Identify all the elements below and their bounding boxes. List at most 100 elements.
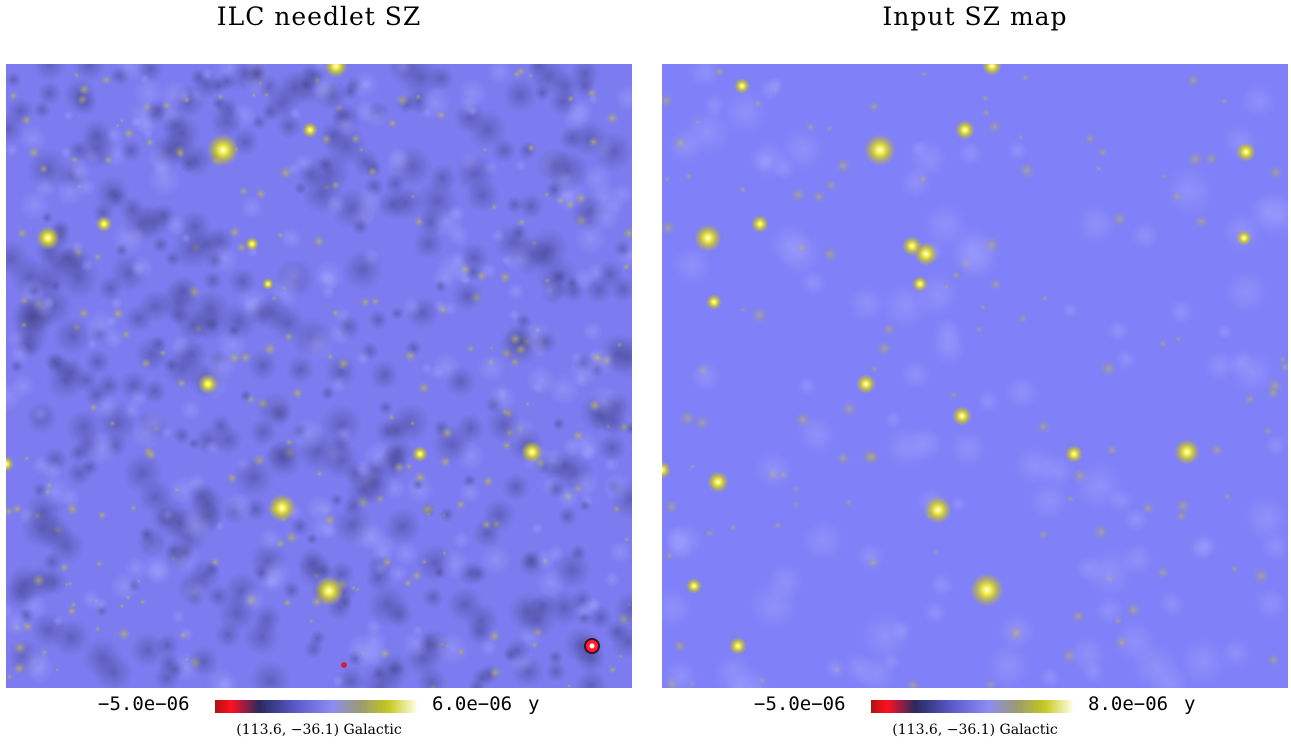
noise-blob: [341, 249, 384, 292]
noise-blob: [568, 357, 598, 387]
noise-blob: [603, 571, 621, 588]
noise-blob: [1062, 302, 1079, 319]
noise-blob: [187, 437, 201, 450]
noise-blob: [71, 64, 107, 82]
noise-blob: [528, 64, 570, 97]
colorbar-unit: y: [528, 693, 540, 715]
sz-cluster: [955, 120, 975, 140]
noise-blob: [1130, 221, 1160, 251]
noise-blob: [187, 645, 220, 678]
noise-blob: [251, 114, 268, 131]
noise-blob: [588, 94, 599, 105]
input-sz-map: [662, 64, 1288, 688]
colorbar-min-label: −5.0e−06: [754, 693, 846, 715]
noise-blob: [1068, 634, 1108, 674]
sz-cluster: [952, 406, 972, 426]
noise-blob: [1095, 165, 1102, 172]
sz-cluster: [706, 294, 722, 310]
noise-blob: [1097, 147, 1109, 158]
noise-blob: [540, 280, 560, 300]
noise-blob: [392, 540, 420, 567]
coordinate-label: (113.6, −36.1) Galactic: [892, 722, 1058, 738]
noise-blob: [1279, 361, 1288, 374]
noise-blob: [491, 137, 518, 164]
noise-blob: [834, 157, 852, 175]
noise-blob: [562, 437, 582, 457]
noise-blob: [824, 657, 847, 680]
noise-blob: [1223, 492, 1232, 501]
noise-blob: [299, 327, 334, 362]
noise-blob: [824, 179, 838, 192]
noise-blob: [836, 451, 851, 466]
noise-blob: [27, 146, 40, 160]
noise-blob: [907, 425, 944, 462]
noise-blob: [45, 481, 53, 489]
noise-blob: [18, 646, 50, 677]
noise-blob: [32, 100, 52, 120]
noise-blob: [6, 603, 14, 619]
noise-blob: [141, 554, 171, 584]
noise-blob: [589, 200, 621, 233]
noise-blob: [489, 666, 502, 679]
noise-blob: [525, 401, 531, 407]
noise-blob: [578, 499, 592, 512]
noise-blob: [679, 409, 697, 427]
noise-blob: [276, 113, 302, 139]
ilc-needlet-panel: ILC needlet SZ −5.0e−06 6.0e−06 y (113.6…: [6, 0, 632, 746]
noise-blob: [1263, 434, 1287, 458]
noise-blob: [77, 94, 88, 106]
sz-cluster: [207, 134, 239, 166]
noise-blob: [528, 240, 559, 271]
noise-blob: [471, 517, 503, 549]
noise-blob: [601, 391, 632, 423]
noise-blob: [485, 406, 523, 444]
noise-blob: [1220, 97, 1229, 105]
noise-blob: [739, 306, 747, 313]
noise-blob: [155, 633, 180, 658]
noise-blob: [458, 96, 479, 117]
noise-blob: [796, 241, 808, 253]
noise-blob: [121, 203, 162, 244]
noise-blob: [688, 360, 722, 394]
colorbar-unit: y: [1184, 693, 1196, 715]
noise-blob: [606, 335, 632, 379]
noise-blob: [1125, 601, 1142, 619]
noise-blob: [512, 70, 522, 79]
noise-blob: [402, 296, 422, 317]
noise-blob: [567, 97, 595, 125]
noise-blob: [336, 357, 350, 371]
sz-cluster: [734, 78, 750, 94]
noise-blob: [684, 172, 693, 181]
noise-blob: [1113, 616, 1123, 626]
sz-cluster: [751, 215, 769, 233]
noise-blob: [1027, 480, 1069, 522]
noise-blob: [754, 99, 763, 108]
sz-cluster: [982, 64, 1002, 76]
noise-blob: [1156, 566, 1170, 580]
noise-blob: [32, 574, 46, 587]
sz-cluster: [1236, 230, 1252, 246]
noise-blob: [366, 105, 389, 128]
noise-blob: [42, 296, 56, 310]
noise-blob: [216, 93, 225, 101]
noise-blob: [1041, 294, 1049, 302]
noise-blob: [451, 280, 484, 313]
noise-blob: [575, 192, 588, 205]
noise-blob: [614, 85, 632, 112]
noise-blob: [321, 440, 361, 480]
sz-cluster: [864, 134, 896, 166]
noise-blob: [6, 673, 13, 681]
noise-blob: [663, 499, 679, 515]
noise-blob: [44, 488, 51, 495]
noise-blob: [403, 578, 413, 588]
ilc-needlet-sz-map: [6, 64, 632, 688]
noise-blob: [326, 352, 334, 361]
noise-blob: [1075, 555, 1103, 583]
sz-cluster: [6, 456, 14, 472]
noise-blob: [777, 231, 823, 278]
noise-blob: [455, 413, 486, 444]
noise-blob: [109, 420, 116, 427]
noise-blob: [78, 83, 91, 96]
noise-blob: [139, 598, 146, 606]
noise-blob: [55, 178, 84, 207]
